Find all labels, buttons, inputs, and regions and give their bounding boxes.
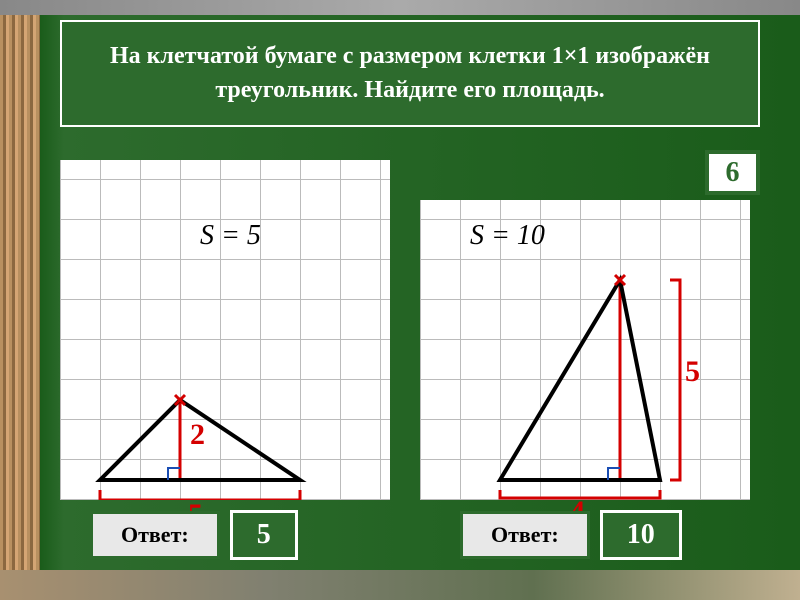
background-desk xyxy=(0,570,800,600)
background-ruler xyxy=(0,0,800,15)
left-dim-height: 2 xyxy=(190,418,205,452)
right-answer-label: Ответ: xyxy=(460,511,590,559)
left-panel: S = 55 2 5 xyxy=(60,160,390,500)
problem-header: На клетчатой бумаге с размером клетки 1×… xyxy=(60,20,760,127)
problem-number-badge: 6 xyxy=(705,150,760,195)
problem-title: На клетчатой бумаге с размером клетки 1×… xyxy=(92,40,728,107)
left-answer-row: Ответ: 5 xyxy=(90,510,298,560)
right-dim-height: 5 xyxy=(685,355,700,389)
left-answer-value: 5 xyxy=(230,510,298,560)
left-figure xyxy=(60,160,390,500)
right-panel: S = 10 5 4 xyxy=(420,200,750,500)
left-answer-label: Ответ: xyxy=(90,511,220,559)
right-figure xyxy=(420,200,750,500)
right-answer-row: Ответ: 10 xyxy=(460,510,682,560)
right-answer-value: 10 xyxy=(600,510,682,560)
background-pencils xyxy=(0,0,40,600)
problem-number: 6 xyxy=(726,157,740,189)
